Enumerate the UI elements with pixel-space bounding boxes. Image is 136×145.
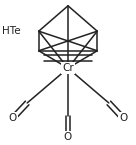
Text: HTe: HTe (2, 26, 21, 36)
Text: O: O (64, 132, 72, 142)
Text: Cr: Cr (62, 63, 74, 73)
Text: O: O (119, 113, 127, 123)
Text: O: O (9, 113, 17, 123)
